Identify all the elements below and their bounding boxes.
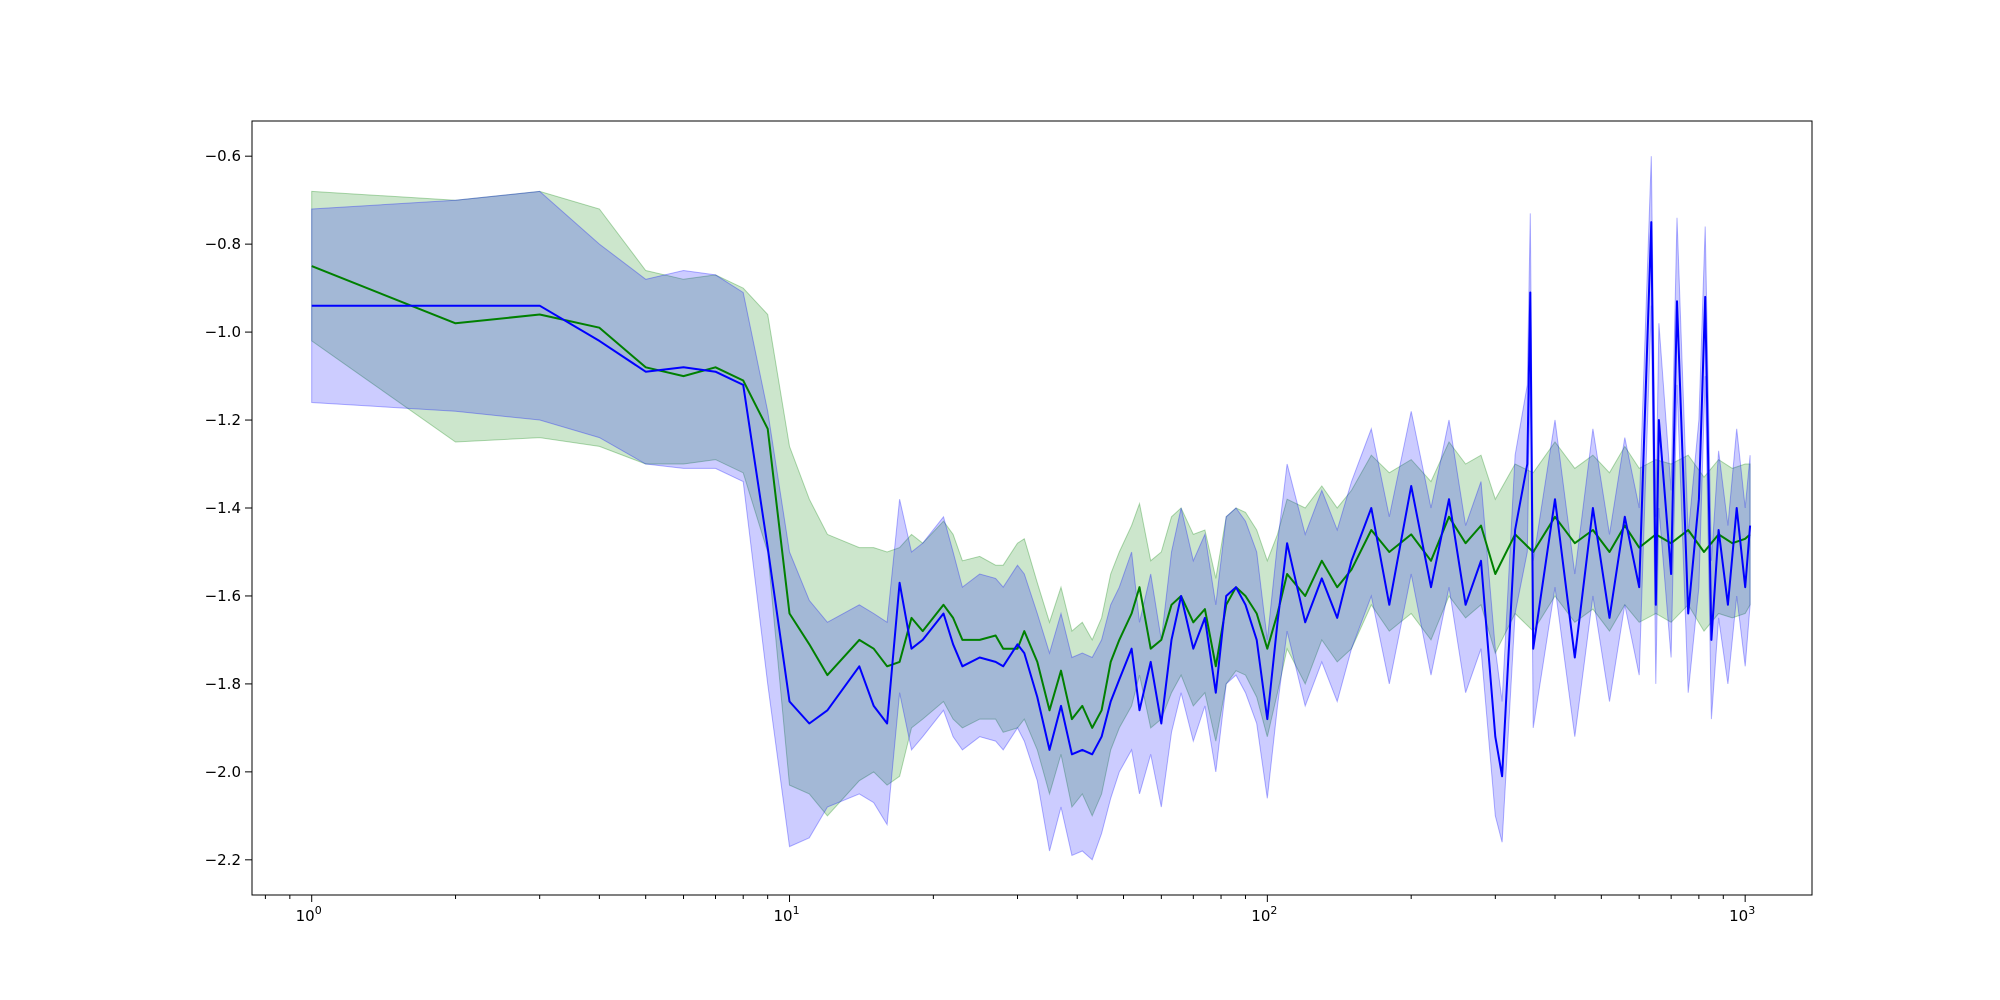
y-tick-label: −1.8 (205, 675, 241, 693)
confidence-bands (311, 156, 1751, 861)
y-tick-label: −1.2 (205, 411, 241, 429)
x-tick-label: 101 (773, 904, 799, 925)
x-axis: 100 101 102 103 (264, 895, 1755, 925)
y-axis: −2.2 −2.0 −1.8 −1.6 −1.4 −1.2 −1.0 −0.8 −0.6 (205, 147, 252, 869)
x-tick-label: 103 (1729, 904, 1755, 925)
series-1-line (311, 265, 1751, 729)
y-tick-label: −0.6 (205, 147, 241, 165)
series-1-band (311, 190, 1751, 818)
x-tick-label: 102 (1251, 904, 1277, 925)
y-tick-label: −2.0 (205, 763, 241, 781)
x-tick-label: 100 (296, 904, 322, 925)
series-2-band (311, 156, 1751, 861)
series-lines (311, 221, 1752, 778)
y-tick-label: −1.0 (205, 323, 241, 341)
series-2-line (311, 221, 1752, 778)
y-tick-label: −1.6 (205, 587, 241, 605)
y-tick-label: −0.8 (205, 235, 241, 253)
y-tick-label: −1.4 (205, 499, 241, 517)
y-tick-label: −2.2 (205, 851, 241, 869)
